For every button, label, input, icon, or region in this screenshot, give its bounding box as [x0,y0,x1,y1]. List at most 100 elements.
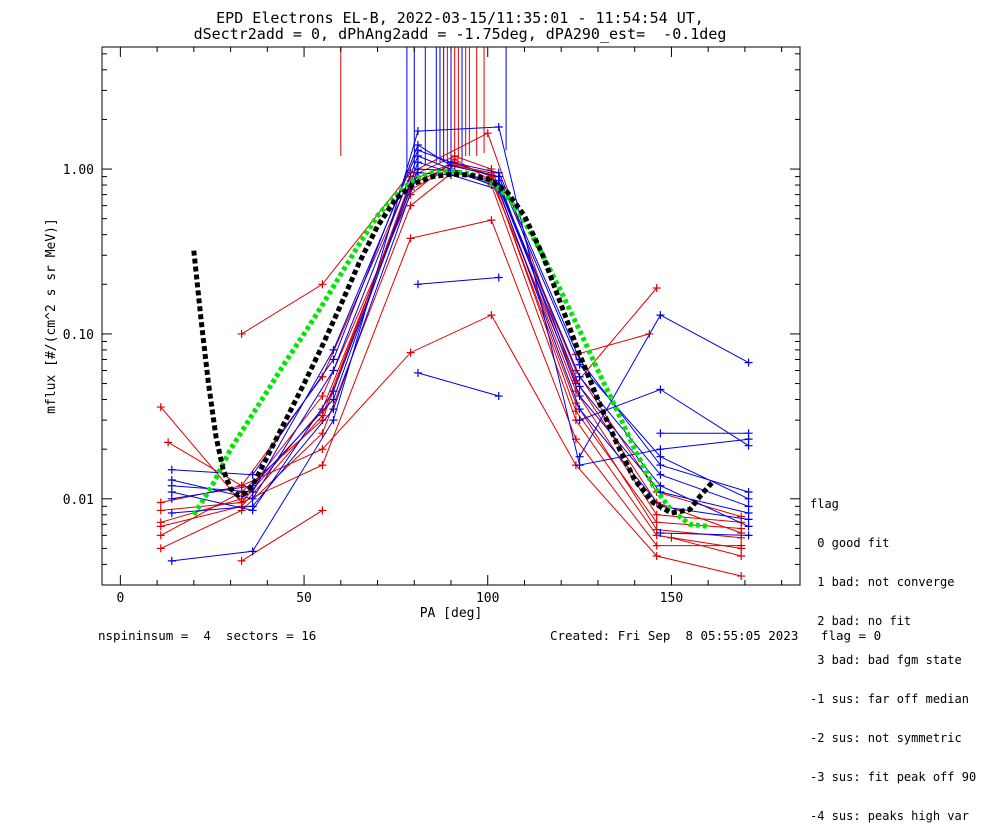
legend-item: 0 good fit [810,536,890,550]
series-line-9 [241,509,323,562]
data-point-marker [656,470,665,479]
data-point-marker [164,438,173,447]
series-line-1 [160,161,742,539]
legend-item: -2 sus: not symmetric [810,731,962,745]
data-point-marker [487,216,496,225]
data-point-marker [167,509,176,518]
data-point-marker [156,498,165,507]
data-point-marker [494,273,503,282]
flux-chart: 0 50 100 150 0.01 0.10 1.00 PA [deg] mflux [#/… [44,46,801,621]
data-point-marker [248,506,257,515]
data-point-marker [737,541,746,550]
data-point-marker [450,152,459,161]
data-point-marker [156,522,165,531]
data-point-marker [248,487,257,496]
data-point-marker [575,405,584,414]
data-point-marker [156,403,165,412]
data-point-marker [652,551,661,560]
series-line-18 [171,126,749,562]
data-point-marker [656,452,665,461]
flag-legend: flag 0 good fit 1 bad: not converge 2 ba… [810,472,976,836]
series-layer [156,47,753,581]
data-point-marker [575,452,584,461]
data-point-marker [494,168,503,177]
data-point-marker [652,541,661,550]
series-line-13 [171,155,749,507]
series-line-11 [671,537,742,557]
legend-item: -1 sus: far off median [810,692,969,706]
data-point-marker [652,510,661,519]
y-tick-label: 0.10 [63,328,94,343]
data-point-marker [487,311,496,320]
data-point-marker [413,165,422,174]
x-tick-label: 0 [116,591,124,606]
series-line-24 [660,532,749,536]
data-point-marker [329,366,338,375]
data-point-marker [156,506,165,515]
black-median-curve [191,171,714,516]
data-point-marker [667,533,676,542]
data-point-marker [744,487,753,496]
legend-title: flag [810,497,839,511]
series-line-17 [171,149,749,493]
series-line-5 [160,163,742,529]
x-tick-label: 50 [296,591,312,606]
data-point-marker [406,234,415,243]
data-point-marker [575,392,584,401]
data-point-marker [237,498,246,507]
data-point-marker [575,372,584,381]
series-line-0 [160,165,742,523]
data-point-marker [167,556,176,565]
footer-created: Created: Fri Sep 8 05:55:05 2023 flag = … [550,628,882,643]
data-point-marker [744,502,753,511]
data-point-marker [494,392,503,401]
series-line-19 [417,277,499,285]
data-point-marker [656,481,665,490]
data-point-marker [447,158,455,167]
data-point-marker [237,329,246,338]
data-point-marker [329,416,338,425]
legend-item: -4 sus: peaks high var [810,809,969,823]
data-point-marker [406,348,415,357]
data-point-marker [413,280,422,289]
axes-layer: 0 50 100 150 0.01 0.10 1.00 [63,46,801,606]
data-point-marker [744,358,753,367]
x-tick-label: 100 [476,591,499,606]
data-point-marker [744,522,753,531]
y-tick-label: 1.00 [63,163,94,178]
data-point-marker [156,544,165,553]
y-tick-label: 0.01 [63,493,94,508]
data-point-marker [406,201,415,210]
data-point-marker [248,547,257,556]
data-point-marker [744,494,753,503]
data-point-marker [329,355,338,364]
data-point-marker [737,551,746,560]
data-point-marker [575,461,584,470]
x-tick-label: 150 [660,591,683,606]
data-point-marker [744,441,753,450]
data-point-marker [656,445,665,454]
data-point-marker [494,122,503,131]
data-point-marker [318,411,327,420]
data-point-marker [656,529,665,538]
data-point-marker [318,461,327,470]
data-point-marker [413,146,422,155]
series-line-8 [241,132,658,385]
data-point-marker [318,372,327,381]
data-point-marker [318,445,327,454]
data-point-marker [575,382,584,391]
data-point-marker [318,280,327,289]
legend-item: 3 bad: bad fgm state [810,653,962,667]
chart-title-line-2: dSectr2add = 0, dPhAng2add = -1.75deg, d… [193,25,727,43]
data-point-marker [744,429,753,438]
data-point-marker [237,556,246,565]
series-line-15 [171,144,749,500]
data-point-marker [737,572,746,581]
legend-item: -3 sus: fit peak off 90 [810,770,977,784]
data-point-marker [413,368,422,377]
series-line-7 [167,314,742,577]
data-point-marker [167,481,176,490]
data-point-marker [167,494,176,503]
footer-settings: nspininsum = 4 sectors = 16 [98,628,317,643]
data-point-marker [656,311,665,320]
